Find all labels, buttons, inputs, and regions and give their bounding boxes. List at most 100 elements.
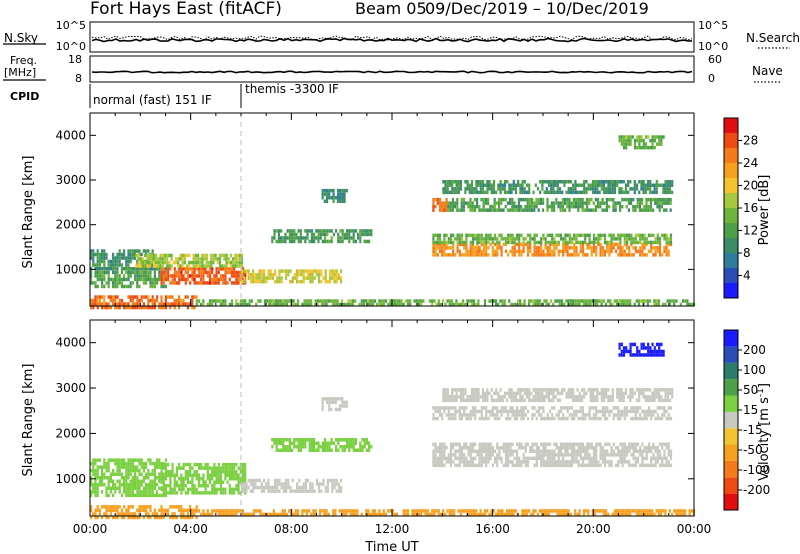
heatmap-cell <box>507 460 510 464</box>
heatmap-cell <box>639 240 642 245</box>
heatmap-cell <box>478 409 481 414</box>
heatmap-cell <box>213 462 216 467</box>
heatmap-cell <box>467 460 470 464</box>
heatmap-cell <box>542 416 545 421</box>
heatmap-cell <box>681 299 685 303</box>
heatmap-cell <box>485 409 488 414</box>
heatmap-cell <box>404 512 407 517</box>
heatmap-cell <box>160 487 163 492</box>
heatmap-cell <box>592 406 596 410</box>
heatmap-cell <box>145 505 148 509</box>
heatmap-cell <box>131 298 134 303</box>
heatmap-cell <box>652 246 655 250</box>
heatmap-cell <box>145 295 148 299</box>
heatmap-cell <box>123 249 126 253</box>
heatmap-cell <box>457 180 460 184</box>
heatmap-cell <box>504 237 508 241</box>
heatmap-cell <box>432 442 435 446</box>
heatmap-cell <box>583 183 586 187</box>
heatmap-cell <box>476 449 479 453</box>
heatmap-cell <box>101 252 104 257</box>
heatmap-cell <box>614 204 617 209</box>
heatmap-cell <box>621 409 624 414</box>
heatmap-cell <box>574 183 577 187</box>
heatmap-cell <box>617 409 620 414</box>
heatmap-cell <box>417 512 421 517</box>
heatmap-cell <box>96 483 99 487</box>
heatmap-cell <box>204 487 207 492</box>
heatmap-cell <box>321 239 324 244</box>
heatmap-cell <box>409 302 412 307</box>
heatmap-cell <box>335 482 338 486</box>
heatmap-cell <box>224 277 227 282</box>
heatmap-cell <box>434 204 437 209</box>
heatmap-cell <box>127 515 130 520</box>
heatmap-cell <box>358 302 361 307</box>
heatmap-cell <box>602 190 606 195</box>
heatmap-cell <box>458 442 461 446</box>
heatmap-cell <box>639 237 642 241</box>
heatmap-cell <box>278 489 281 493</box>
heatmap-cell <box>584 449 587 453</box>
heatmap-cell <box>487 446 490 450</box>
heatmap-cell <box>348 445 351 449</box>
heatmap-cell <box>577 201 580 205</box>
heatmap-cell <box>185 264 189 268</box>
heatmap-cell <box>328 196 331 200</box>
heatmap-cell <box>598 183 601 187</box>
heatmap-cell <box>471 237 475 241</box>
heatmap-cell <box>354 239 357 244</box>
heatmap-cell <box>441 416 444 421</box>
heatmap-cell <box>296 279 299 284</box>
heatmap-cell <box>313 269 316 273</box>
heatmap-cell <box>451 398 454 403</box>
heatmap-cell <box>457 190 460 195</box>
heatmap-cell <box>447 208 450 212</box>
heatmap-cell <box>564 201 567 205</box>
heatmap-cell <box>280 448 283 452</box>
heatmap-cell <box>524 442 527 446</box>
heatmap-cell <box>94 281 97 285</box>
heatmap-cell <box>158 472 161 476</box>
heatmap-cell <box>472 509 476 513</box>
heatmap-cell <box>299 236 302 240</box>
heatmap-cell <box>654 197 657 202</box>
heatmap-cell <box>546 416 549 421</box>
heatmap-cell <box>609 302 612 307</box>
heatmap-cell <box>127 508 130 513</box>
heatmap-cell <box>129 472 132 476</box>
heatmap-cell <box>112 508 115 513</box>
heatmap-cell <box>575 204 578 209</box>
heatmap-cell <box>175 274 179 278</box>
heatmap-cell <box>274 279 277 284</box>
heatmap-cell <box>112 515 115 520</box>
heatmap-cell <box>116 465 119 469</box>
heatmap-cell <box>639 449 642 453</box>
heatmap-cell <box>202 299 205 303</box>
heatmap-cell <box>293 236 296 240</box>
heatmap-cell <box>620 302 623 307</box>
heatmap-cell <box>249 482 252 486</box>
heatmap-cell <box>269 489 272 493</box>
heatmap-cell <box>228 277 231 282</box>
heatmap-cell <box>431 302 434 307</box>
heatmap-cell <box>476 240 479 245</box>
heatmap-cell <box>504 460 508 464</box>
heatmap-cell <box>149 472 152 476</box>
heatmap-cell <box>318 512 322 517</box>
heatmap-cell <box>576 299 579 303</box>
heatmap-cell <box>94 515 97 520</box>
heatmap-cell <box>343 438 346 442</box>
heatmap-cell <box>263 279 266 284</box>
heatmap-cell <box>136 302 139 306</box>
heatmap-cell <box>94 476 97 480</box>
heatmap-cell <box>369 512 372 517</box>
heatmap-cell <box>434 460 437 464</box>
heatmap-cell <box>116 461 119 466</box>
heatmap-cell <box>679 509 682 513</box>
heatmap-cell <box>658 406 662 410</box>
heatmap-cell <box>341 236 344 240</box>
heatmap-cell <box>96 486 99 490</box>
heatmap-cell <box>309 269 312 273</box>
heatmap-cell <box>445 204 448 209</box>
